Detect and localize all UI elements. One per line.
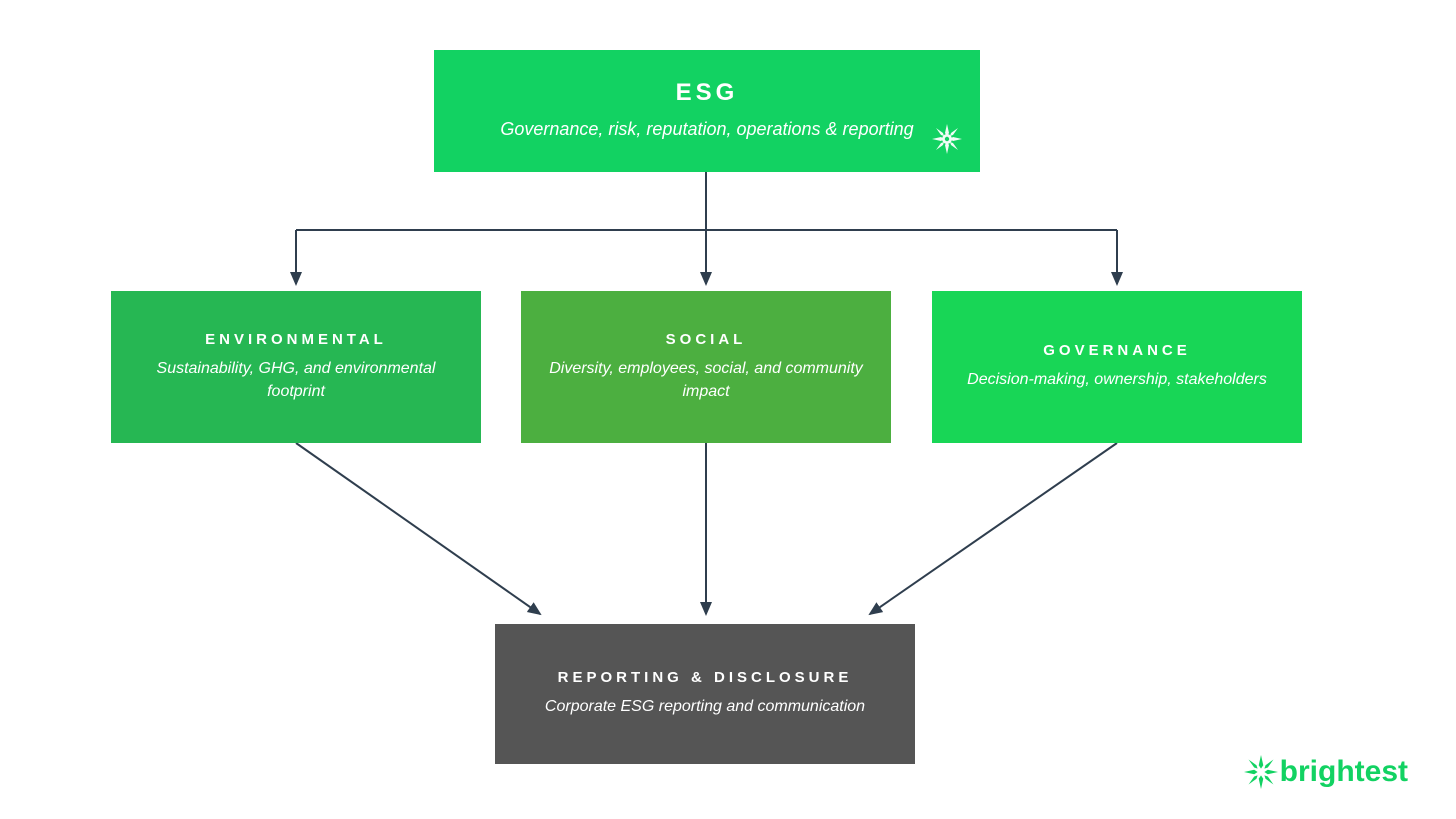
node-governance-subtitle: Decision-making, ownership, stakeholders xyxy=(967,369,1267,391)
node-esg-title: ESG xyxy=(676,79,739,107)
node-social-subtitle: Diversity, employees, social, and commun… xyxy=(545,358,867,403)
brightest-mark-icon xyxy=(932,124,962,154)
node-reporting-subtitle: Corporate ESG reporting and communicatio… xyxy=(545,696,865,718)
node-reporting-title: REPORTING & DISCLOSURE xyxy=(558,669,853,686)
brand-logo: brightest xyxy=(1244,755,1408,789)
node-esg-subtitle: Governance, risk, reputation, operations… xyxy=(500,117,913,142)
node-environmental-title: ENVIRONMENTAL xyxy=(205,331,387,348)
node-social: SOCIAL Diversity, employees, social, and… xyxy=(521,291,891,443)
brightest-logo-icon xyxy=(1244,755,1278,789)
node-reporting: REPORTING & DISCLOSURE Corporate ESG rep… xyxy=(495,624,915,764)
node-environmental: ENVIRONMENTAL Sustainability, GHG, and e… xyxy=(111,291,481,443)
brand-name: brightest xyxy=(1280,755,1408,789)
node-governance-title: GOVERNANCE xyxy=(1043,342,1191,359)
node-esg: ESG Governance, risk, reputation, operat… xyxy=(434,50,980,172)
node-governance: GOVERNANCE Decision-making, ownership, s… xyxy=(932,291,1302,443)
node-social-title: SOCIAL xyxy=(666,331,747,348)
diagram-stage: ESG Governance, risk, reputation, operat… xyxy=(0,0,1456,819)
node-environmental-subtitle: Sustainability, GHG, and environmental f… xyxy=(135,358,457,403)
